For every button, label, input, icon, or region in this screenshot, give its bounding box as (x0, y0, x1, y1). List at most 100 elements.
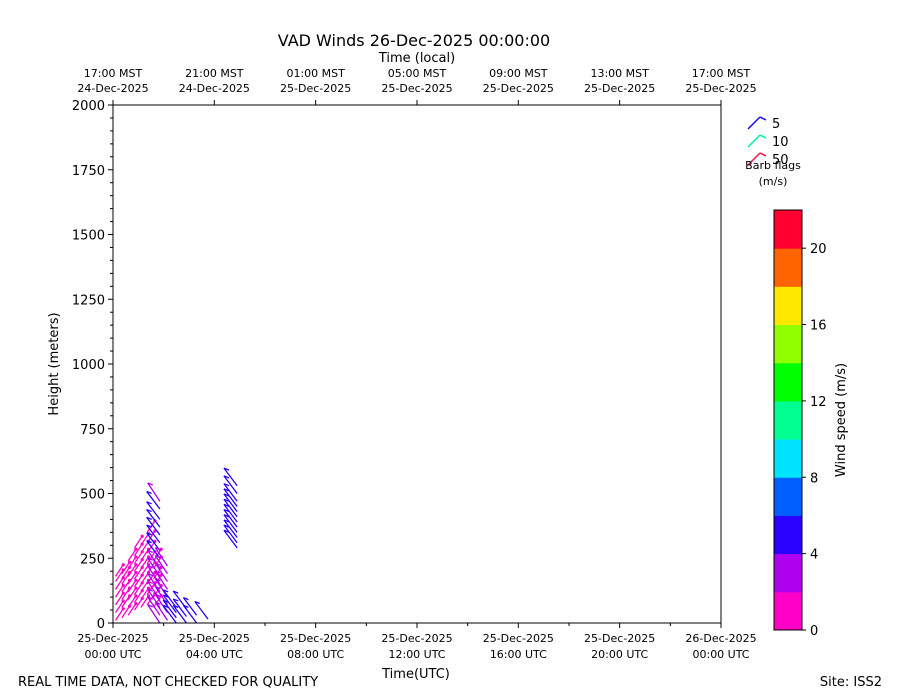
barb-staff (223, 514, 238, 533)
barb-staff (146, 592, 156, 606)
barb-tip (134, 578, 138, 582)
barb-tip (134, 594, 138, 598)
wind-barb (223, 508, 238, 528)
wind-barb (114, 599, 125, 613)
barb-tick (147, 549, 154, 553)
barb-tick (223, 475, 230, 479)
wind-barb (182, 597, 198, 616)
top-tick-date: 24-Dec-2025 (77, 82, 148, 95)
legend-title-line2: (m/s) (759, 175, 788, 188)
wind-barb (147, 482, 161, 502)
barb-staff (147, 482, 161, 502)
wind-barb (146, 508, 161, 528)
top-tick-time: 05:00 MST (388, 67, 447, 80)
barb-staff (121, 587, 131, 601)
top-tick-date: 25-Dec-2025 (685, 82, 756, 95)
barb-tip (134, 555, 138, 559)
barb-legend: 5 10 50 Barb flags (m/s) (745, 116, 801, 188)
site-label: Site: ISS2 (820, 675, 882, 690)
wind-barb (154, 547, 169, 567)
wind-barb (147, 588, 161, 608)
barb-tick (155, 562, 161, 566)
barb-tick (146, 532, 152, 536)
barb-staff (121, 579, 131, 593)
wind-barb (182, 604, 198, 624)
x-tick-date: 26-Dec-2025 (685, 632, 756, 645)
wind-barb (127, 586, 138, 601)
wind-barb (127, 578, 138, 593)
barb-staff (133, 598, 143, 611)
barb-staff (133, 551, 143, 564)
barb-staff (223, 475, 238, 494)
wind-barb (147, 580, 161, 601)
barb-staff (223, 498, 238, 518)
x-tick-date: 25-Dec-2025 (179, 632, 250, 645)
colorbar-segment (774, 477, 802, 516)
top-tick-date: 25-Dec-2025 (381, 82, 452, 95)
barb-staff (114, 564, 124, 577)
y-tick-label: 1500 (72, 229, 105, 244)
barb-tick (223, 519, 230, 523)
wind-barb (127, 555, 138, 569)
colorbar-segment (774, 286, 802, 326)
barb-staff (133, 535, 143, 549)
barb-staff (146, 491, 161, 510)
barb-tick (223, 514, 230, 518)
colorbar-label: Wind speed (m/s) (834, 363, 849, 477)
barb-staff (154, 594, 169, 613)
wind-barb (147, 604, 161, 624)
legend-title-line1: Barb flags (745, 159, 801, 172)
barb-staff (194, 601, 209, 620)
y-tick-label: 500 (80, 488, 105, 503)
barb-staff (114, 577, 124, 590)
barb-staff (133, 574, 143, 588)
barb-staff (127, 579, 137, 593)
barb-tick (223, 467, 230, 471)
barb-tick (155, 570, 161, 574)
colorbar-segment (774, 591, 802, 631)
colorbar-segment (774, 210, 802, 249)
barb-staff (223, 524, 238, 544)
x-tick-time: 00:00 UTC (84, 648, 141, 661)
top-tick-time: 01:00 MST (286, 67, 345, 80)
wind-barb (223, 519, 238, 538)
barb-staff (114, 608, 124, 621)
y-tick-label: 1000 (72, 358, 105, 373)
y-tick-label: 250 (80, 552, 105, 567)
barb-staff (146, 516, 161, 536)
barb-staff (223, 493, 238, 513)
wind-barb (140, 594, 151, 608)
barb-tick (223, 503, 230, 507)
barb-tip (134, 586, 138, 590)
barb-staff (223, 488, 238, 507)
barb-staff (182, 605, 198, 624)
wind-barb (223, 475, 238, 494)
top-tick-time: 17:00 MST (692, 67, 751, 80)
barb-tick (162, 589, 169, 593)
barb-tick (155, 601, 161, 605)
barb-tick (223, 493, 230, 497)
x-tick-time: 16:00 UTC (490, 648, 547, 661)
wind-barb (146, 501, 161, 520)
barb-staff (114, 569, 124, 582)
barb-tick (162, 594, 169, 598)
barb-tip (146, 594, 151, 598)
barb-staff (154, 547, 169, 567)
barb-tick (146, 508, 152, 513)
plot-area-frame (112, 104, 722, 624)
barb-staff (147, 581, 161, 601)
barb-staff (182, 597, 198, 616)
wind-barb (140, 555, 151, 569)
barb-staff (140, 541, 150, 554)
barb-staff (146, 524, 161, 544)
legend-label: 50 (772, 153, 789, 168)
barb-tick (147, 573, 154, 577)
wind-barb (146, 524, 161, 544)
barb-tick (223, 488, 230, 492)
barb-tick (147, 482, 154, 486)
barb-tick (147, 557, 154, 561)
barb-staff (121, 572, 131, 585)
barb-tick (155, 578, 161, 582)
barb-staff (121, 561, 131, 575)
barb-tip (121, 607, 125, 611)
